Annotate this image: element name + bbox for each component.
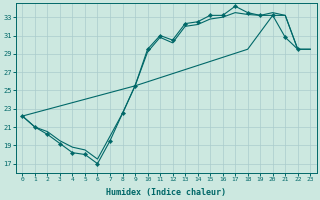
- X-axis label: Humidex (Indice chaleur): Humidex (Indice chaleur): [106, 188, 226, 197]
